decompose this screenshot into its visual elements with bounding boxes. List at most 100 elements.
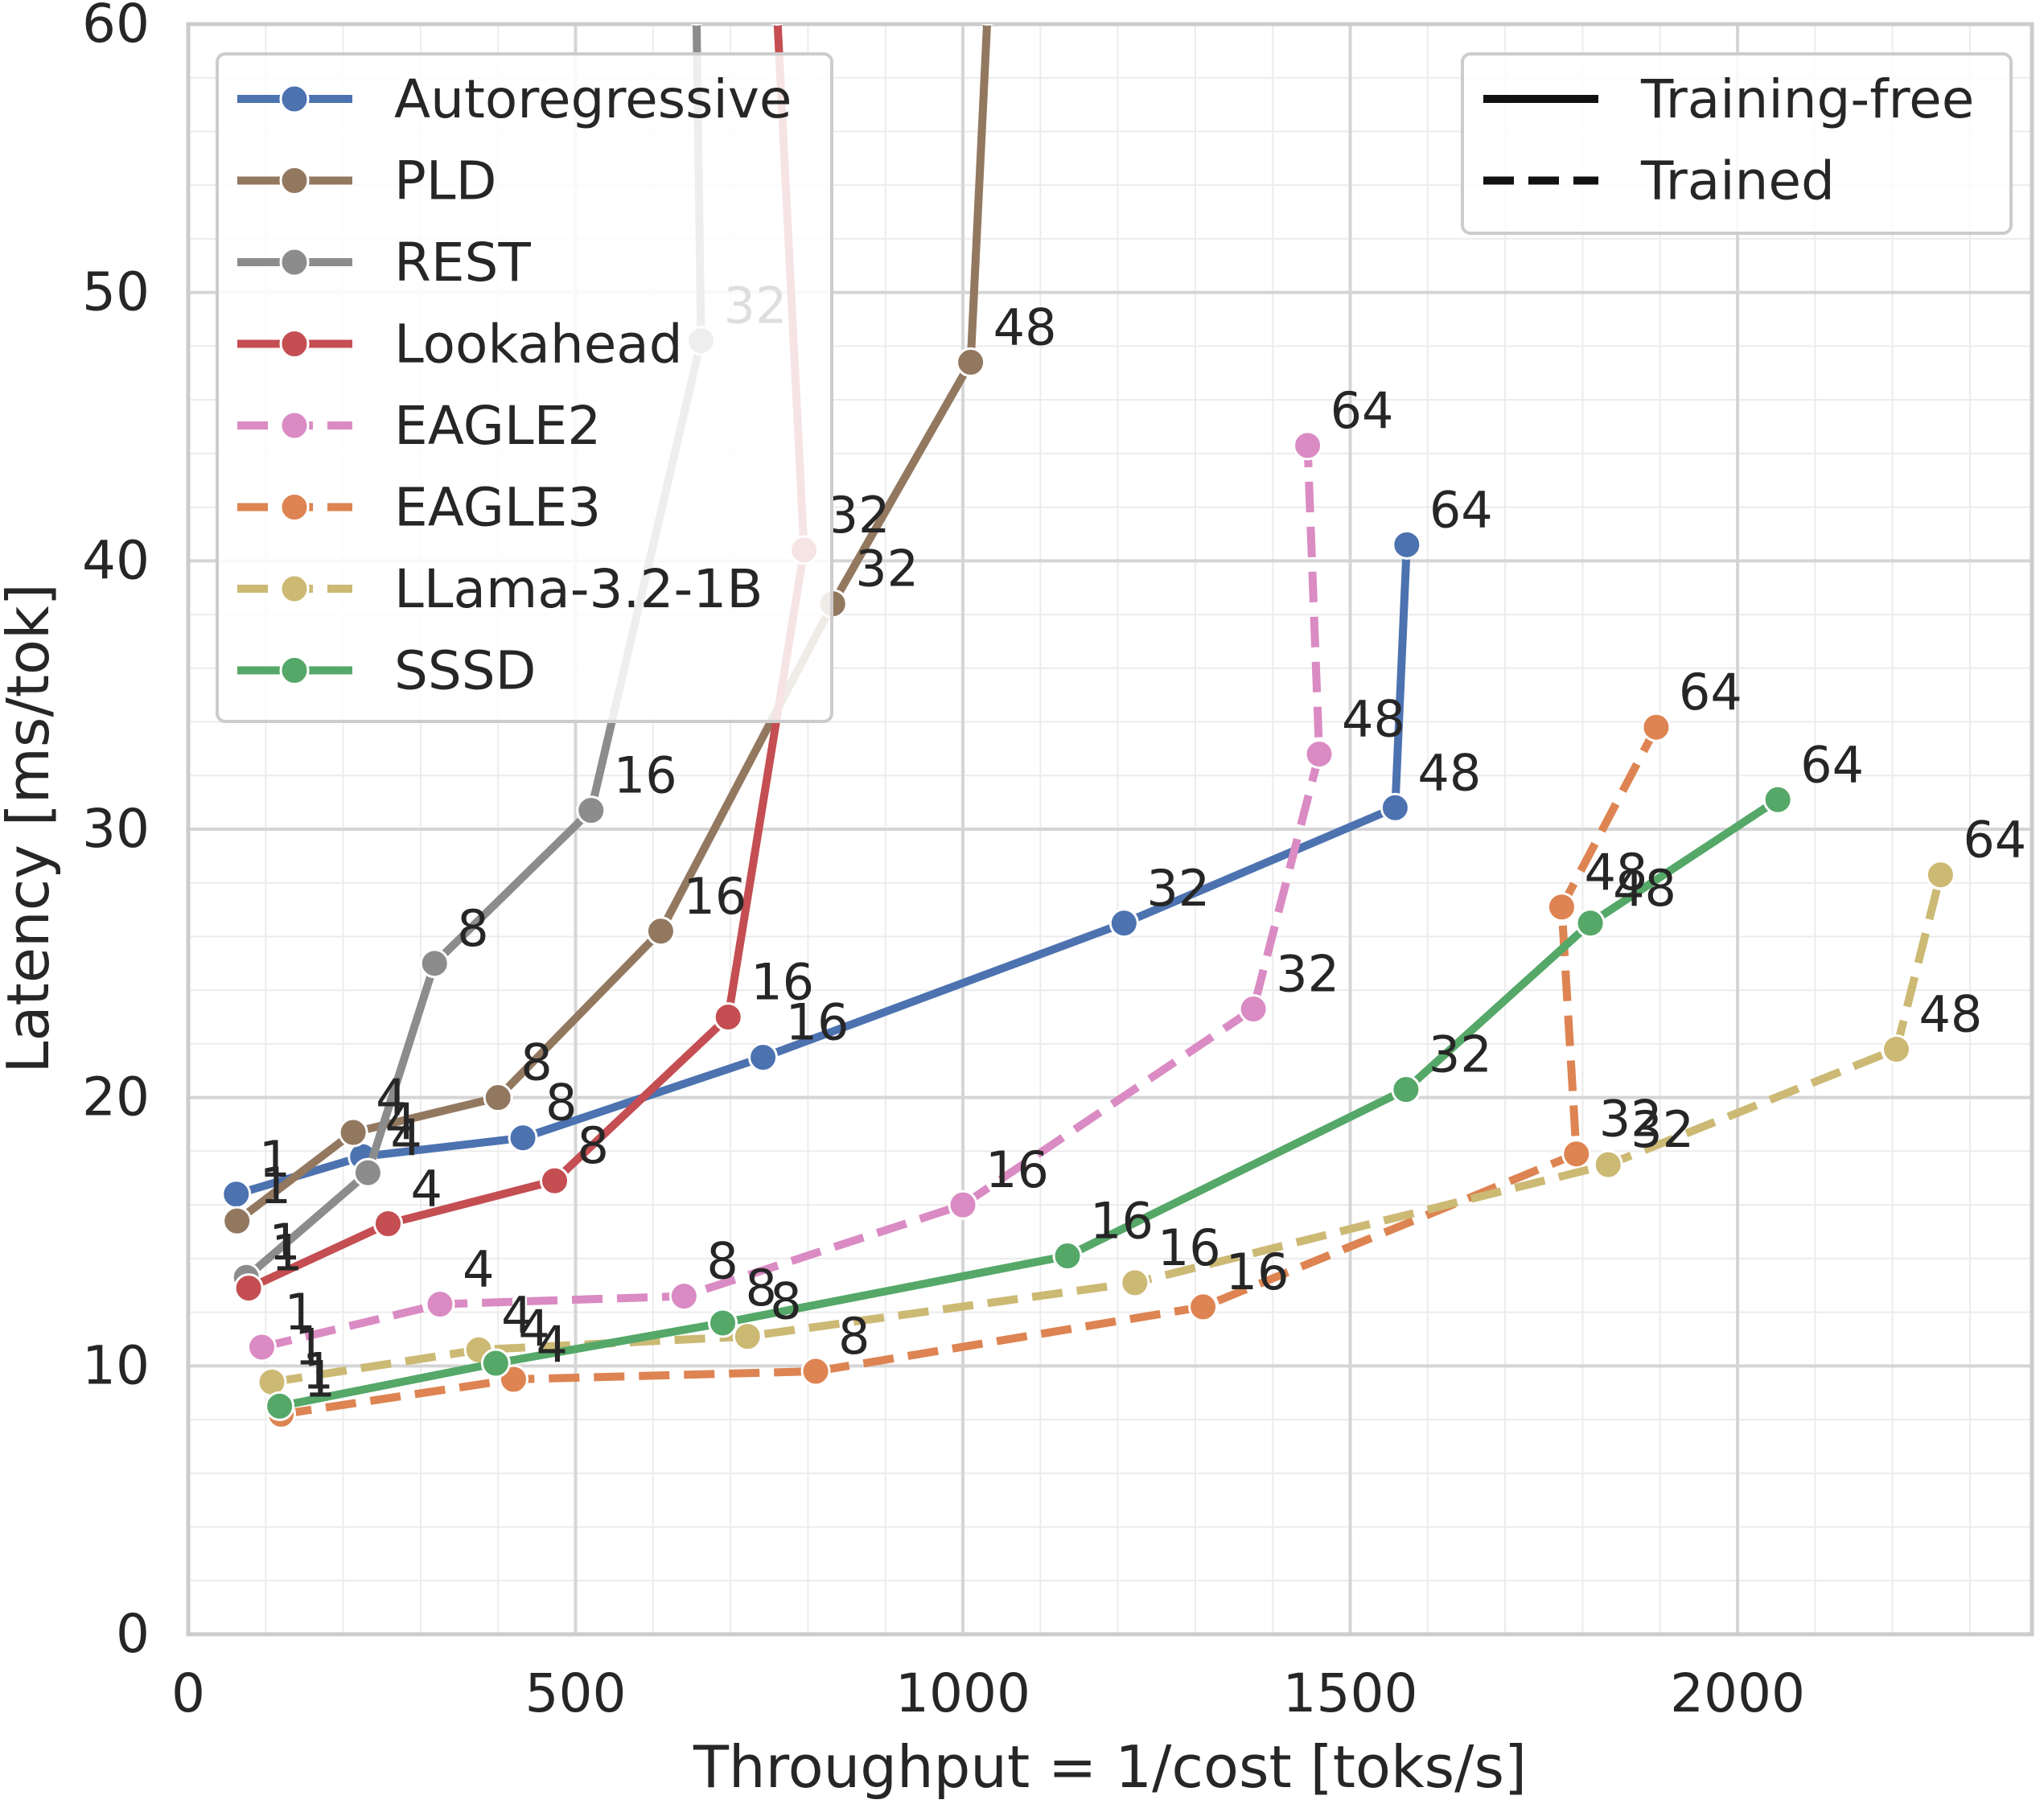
point-label-sssd: 32 xyxy=(1429,1025,1492,1084)
point-label-layer: 1481632486414816324814816321481632148163… xyxy=(259,277,2027,1409)
y-axis-label: Latency [ms/tok] xyxy=(0,583,62,1074)
data-point-rest xyxy=(689,24,703,26)
legend-label-lookahead: Lookahead xyxy=(394,314,683,376)
x-tick-label: 0 xyxy=(171,1662,205,1724)
plot-frame xyxy=(186,22,2034,1637)
point-label-eagle2: 8 xyxy=(706,1232,738,1291)
point-label-eagle3: 16 xyxy=(1226,1243,1289,1301)
data-point-sssd xyxy=(1391,1075,1421,1105)
data-point-eagle2 xyxy=(1238,994,1269,1025)
data-point-autoregressive xyxy=(1392,529,1422,560)
series-legend: Autoregressive PLD REST Lookahead EAGLE2 EAGL… xyxy=(216,52,833,723)
point-label-eagle3: 1 xyxy=(304,1350,335,1408)
point-label-llama-3-2-1b: 8 xyxy=(770,1272,801,1331)
data-point-lookahead xyxy=(770,24,783,26)
data-point-llama-3-2-1b xyxy=(1120,1268,1150,1298)
y-tick-label: 10 xyxy=(82,1334,150,1396)
point-label-sssd: 8 xyxy=(745,1259,776,1317)
legend-marker-sssd xyxy=(279,655,310,685)
point-label-lookahead: 4 xyxy=(410,1159,442,1218)
data-point-llama-3-2-1b xyxy=(1925,860,1956,890)
legend-marker-autoregressive xyxy=(279,84,310,114)
point-label-pld: 32 xyxy=(855,540,919,598)
point-label-autoregressive: 16 xyxy=(786,993,849,1052)
data-point-llama-3-2-1b xyxy=(1881,1034,1911,1065)
point-label-sssd: 64 xyxy=(1800,735,1864,794)
data-point-lookahead xyxy=(540,1165,570,1196)
legend-label-eagle3: EAGLE3 xyxy=(394,477,601,539)
point-label-rest: 8 xyxy=(457,899,488,958)
data-point-eagle3 xyxy=(800,1356,831,1387)
legend-label-rest: REST xyxy=(394,232,531,294)
legend-marker-llama-3-2-1b xyxy=(279,573,310,604)
point-label-autoregressive: 1 xyxy=(259,1130,290,1189)
point-label-llama-3-2-1b: 4 xyxy=(501,1285,533,1344)
data-point-pld xyxy=(645,916,676,947)
legend-marker-lookahead xyxy=(279,329,310,359)
y-tick-label: 20 xyxy=(82,1066,150,1128)
data-point-lookahead xyxy=(713,1002,743,1033)
point-label-pld: 4 xyxy=(376,1068,407,1127)
data-point-pld xyxy=(222,1206,253,1236)
series-sssd xyxy=(265,784,1793,1421)
style-legend-label-trained: Trained xyxy=(1640,150,1835,212)
point-label-eagle3: 48 xyxy=(1584,843,1647,902)
series-layer xyxy=(221,24,1956,1429)
y-tick-label: 60 xyxy=(82,0,150,55)
data-point-sssd xyxy=(1052,1241,1083,1272)
style-legend-box xyxy=(1461,52,2013,235)
data-point-sssd xyxy=(265,1391,295,1421)
legend-label-pld: PLD xyxy=(394,150,496,212)
point-label-autoregressive: 4 xyxy=(385,1092,417,1151)
legend-marker-pld xyxy=(279,166,310,195)
legend-label-eagle2: EAGLE2 xyxy=(394,395,601,457)
data-point-sssd xyxy=(1762,784,1793,815)
data-point-lookahead xyxy=(233,1273,264,1304)
data-point-eagle3 xyxy=(1188,1292,1219,1322)
data-point-eagle2 xyxy=(1304,739,1335,770)
point-label-lookahead: 8 xyxy=(578,1116,609,1175)
x-tick-label: 1500 xyxy=(1283,1662,1418,1724)
data-point-eagle2 xyxy=(246,1332,277,1362)
point-label-autoregressive: 32 xyxy=(1146,859,1210,918)
data-point-rest xyxy=(419,948,450,979)
data-point-eagle3 xyxy=(1561,1139,1592,1169)
legend-marker-eagle3 xyxy=(279,492,310,522)
legend-label-llama-3-2-1b: LLama-3.2-1B xyxy=(394,558,763,620)
point-label-autoregressive: 48 xyxy=(1417,743,1481,802)
data-point-llama-3-2-1b xyxy=(1593,1149,1623,1180)
data-point-eagle3 xyxy=(1546,892,1577,922)
point-label-llama-3-2-1b: 32 xyxy=(1631,1100,1694,1159)
point-label-eagle3: 4 xyxy=(536,1315,567,1374)
y-tick-label: 0 xyxy=(116,1603,150,1665)
data-point-rest xyxy=(352,1157,383,1188)
point-label-sssd: 4 xyxy=(518,1299,549,1358)
legend-label-sssd: SSSD xyxy=(394,640,537,702)
point-label-lookahead: 32 xyxy=(827,486,890,544)
point-label-eagle2: 64 xyxy=(1330,381,1394,440)
style-legend-label-training-free: Training-free xyxy=(1640,68,1974,130)
point-label-rest: 4 xyxy=(390,1108,422,1167)
data-point-eagle2 xyxy=(1293,430,1323,461)
point-label-eagle3: 32 xyxy=(1599,1090,1663,1148)
point-label-lookahead: 16 xyxy=(751,953,814,1012)
point-label-sssd: 1 xyxy=(302,1342,334,1400)
point-label-llama-3-2-1b: 16 xyxy=(1158,1218,1221,1277)
point-label-autoregressive: 8 xyxy=(545,1074,577,1132)
data-point-autoregressive xyxy=(221,1179,252,1210)
data-point-lookahead xyxy=(372,1208,403,1239)
point-label-eagle2: 1 xyxy=(284,1283,315,1342)
point-label-llama-3-2-1b: 48 xyxy=(1919,985,1982,1044)
series-eagle3 xyxy=(266,712,1672,1429)
style-legend: Training-free Trained xyxy=(1461,52,2013,235)
data-point-pld xyxy=(338,1117,368,1148)
point-label-pld: 8 xyxy=(520,1033,552,1092)
point-label-eagle3: 8 xyxy=(838,1307,870,1366)
point-label-eagle2: 4 xyxy=(463,1240,494,1299)
y-tick-label: 30 xyxy=(82,798,150,860)
data-point-eagle2 xyxy=(948,1190,978,1220)
point-label-eagle3: 64 xyxy=(1679,663,1742,721)
data-point-pld xyxy=(956,347,986,377)
x-axis-label: Throughput = 1/cost [toks/s] xyxy=(693,1733,1527,1801)
